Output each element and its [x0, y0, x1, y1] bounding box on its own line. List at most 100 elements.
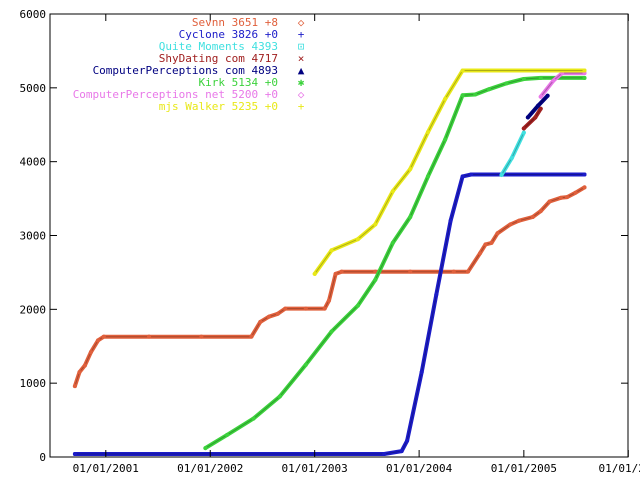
series-point — [483, 242, 488, 247]
series-line-core — [314, 70, 585, 275]
series-point — [460, 174, 465, 179]
series-point — [538, 209, 543, 214]
series-point — [425, 130, 430, 135]
series-point — [582, 172, 587, 177]
legend-entry-label: ComputerPerceptions com 4893 — [93, 64, 278, 77]
series-line — [538, 71, 587, 99]
series-point — [573, 190, 578, 195]
x-tick-label: 01/01/2004 — [386, 462, 453, 475]
series-layer — [72, 68, 587, 457]
series-point — [72, 452, 77, 457]
series-point — [266, 314, 271, 319]
series-point — [521, 130, 526, 135]
x-tick-label: 01/01/200 — [598, 462, 640, 475]
series-point — [469, 172, 474, 177]
y-tick-label: 1000 — [20, 377, 47, 390]
series-point — [582, 75, 587, 80]
series-point — [499, 172, 504, 177]
series-point — [277, 394, 282, 399]
series-point — [538, 75, 543, 80]
series-point — [101, 334, 106, 339]
legend-entry-label: Cyclone 3826 +0 — [179, 28, 278, 41]
series-point — [495, 231, 500, 236]
y-tick-label: 3000 — [20, 230, 47, 243]
series-point — [538, 106, 543, 111]
series-point — [303, 362, 308, 367]
series-point — [536, 103, 541, 108]
legend-entry-marker: ◇ — [298, 88, 305, 101]
series-point — [545, 93, 550, 98]
series-point — [582, 68, 587, 73]
legend-entry-label: mjs Walker 5235 +0 — [159, 100, 278, 113]
series-point — [460, 68, 465, 73]
series-point — [486, 87, 491, 92]
series-point — [489, 240, 494, 245]
series-point — [96, 338, 101, 343]
series-point — [408, 215, 413, 220]
series-point — [82, 363, 87, 368]
legend-entry-label: ComputerPerceptions net 5200 +0 — [73, 88, 278, 101]
legend: Sevnn 3651 +8 ◇ Cyclone 3826 +0 + Quite Mome… — [73, 16, 305, 113]
legend-entry-marker: + — [298, 28, 305, 41]
series-point — [434, 292, 439, 297]
legend-entry-marker: ▲ — [298, 64, 305, 77]
series-point — [425, 174, 430, 179]
series-point — [203, 446, 208, 451]
y-tick-label: 4000 — [20, 156, 47, 169]
legend-entry-label: ShyDating com 4717 — [159, 52, 278, 65]
series-line — [72, 172, 587, 456]
series-point — [399, 449, 404, 454]
series-point — [530, 215, 535, 220]
series-point — [558, 195, 563, 200]
series-point — [77, 370, 82, 375]
series-point — [466, 269, 471, 274]
series-point — [473, 92, 478, 97]
y-tick-label: 6000 — [20, 8, 47, 21]
series-point — [533, 115, 538, 120]
series-line-core — [74, 174, 585, 455]
legend-entry-label: Quite Moments 4393 — [159, 40, 278, 53]
series-point — [373, 222, 378, 227]
legend-entry-marker: × — [298, 52, 305, 65]
series-point — [329, 248, 334, 253]
x-tick-label: 01/01/2005 — [491, 462, 557, 475]
x-tick-label: 01/01/2001 — [73, 462, 139, 475]
series-point — [258, 319, 263, 324]
series-point — [521, 126, 526, 131]
series-point — [283, 306, 288, 311]
series-line — [312, 68, 587, 276]
series-point — [329, 329, 334, 334]
series-point — [322, 306, 327, 311]
series-line-core — [540, 72, 585, 98]
series-1 — [72, 172, 587, 457]
series-point — [547, 199, 552, 204]
series-5 — [203, 75, 587, 451]
series-point — [275, 311, 280, 316]
series-7 — [312, 68, 587, 276]
series-point — [408, 167, 413, 172]
y-tick-label: 2000 — [20, 303, 47, 316]
series-point — [451, 269, 456, 274]
series-0 — [72, 185, 587, 389]
series-point — [460, 93, 465, 98]
series-point — [582, 185, 587, 190]
series-point — [508, 222, 513, 227]
ticks-layer: 0 1000 2000 3000 4000 5000 6000 01/01/2001 01/01… — [20, 8, 640, 475]
series-point — [373, 269, 378, 274]
series-point — [355, 303, 360, 308]
series-point — [448, 218, 453, 223]
legend-entry-marker: ✱ — [298, 76, 305, 89]
series-point — [538, 94, 543, 99]
series-point — [251, 416, 256, 421]
series-point — [249, 334, 254, 339]
series-point — [516, 218, 521, 223]
series-point — [443, 96, 448, 101]
series-point — [525, 115, 530, 120]
series-point — [225, 432, 230, 437]
series-point — [312, 271, 317, 276]
series-point — [419, 370, 424, 375]
series-point — [390, 189, 395, 194]
legend-entry-marker: ⊡ — [298, 40, 305, 53]
series-point — [390, 240, 395, 245]
series-point — [551, 78, 556, 83]
